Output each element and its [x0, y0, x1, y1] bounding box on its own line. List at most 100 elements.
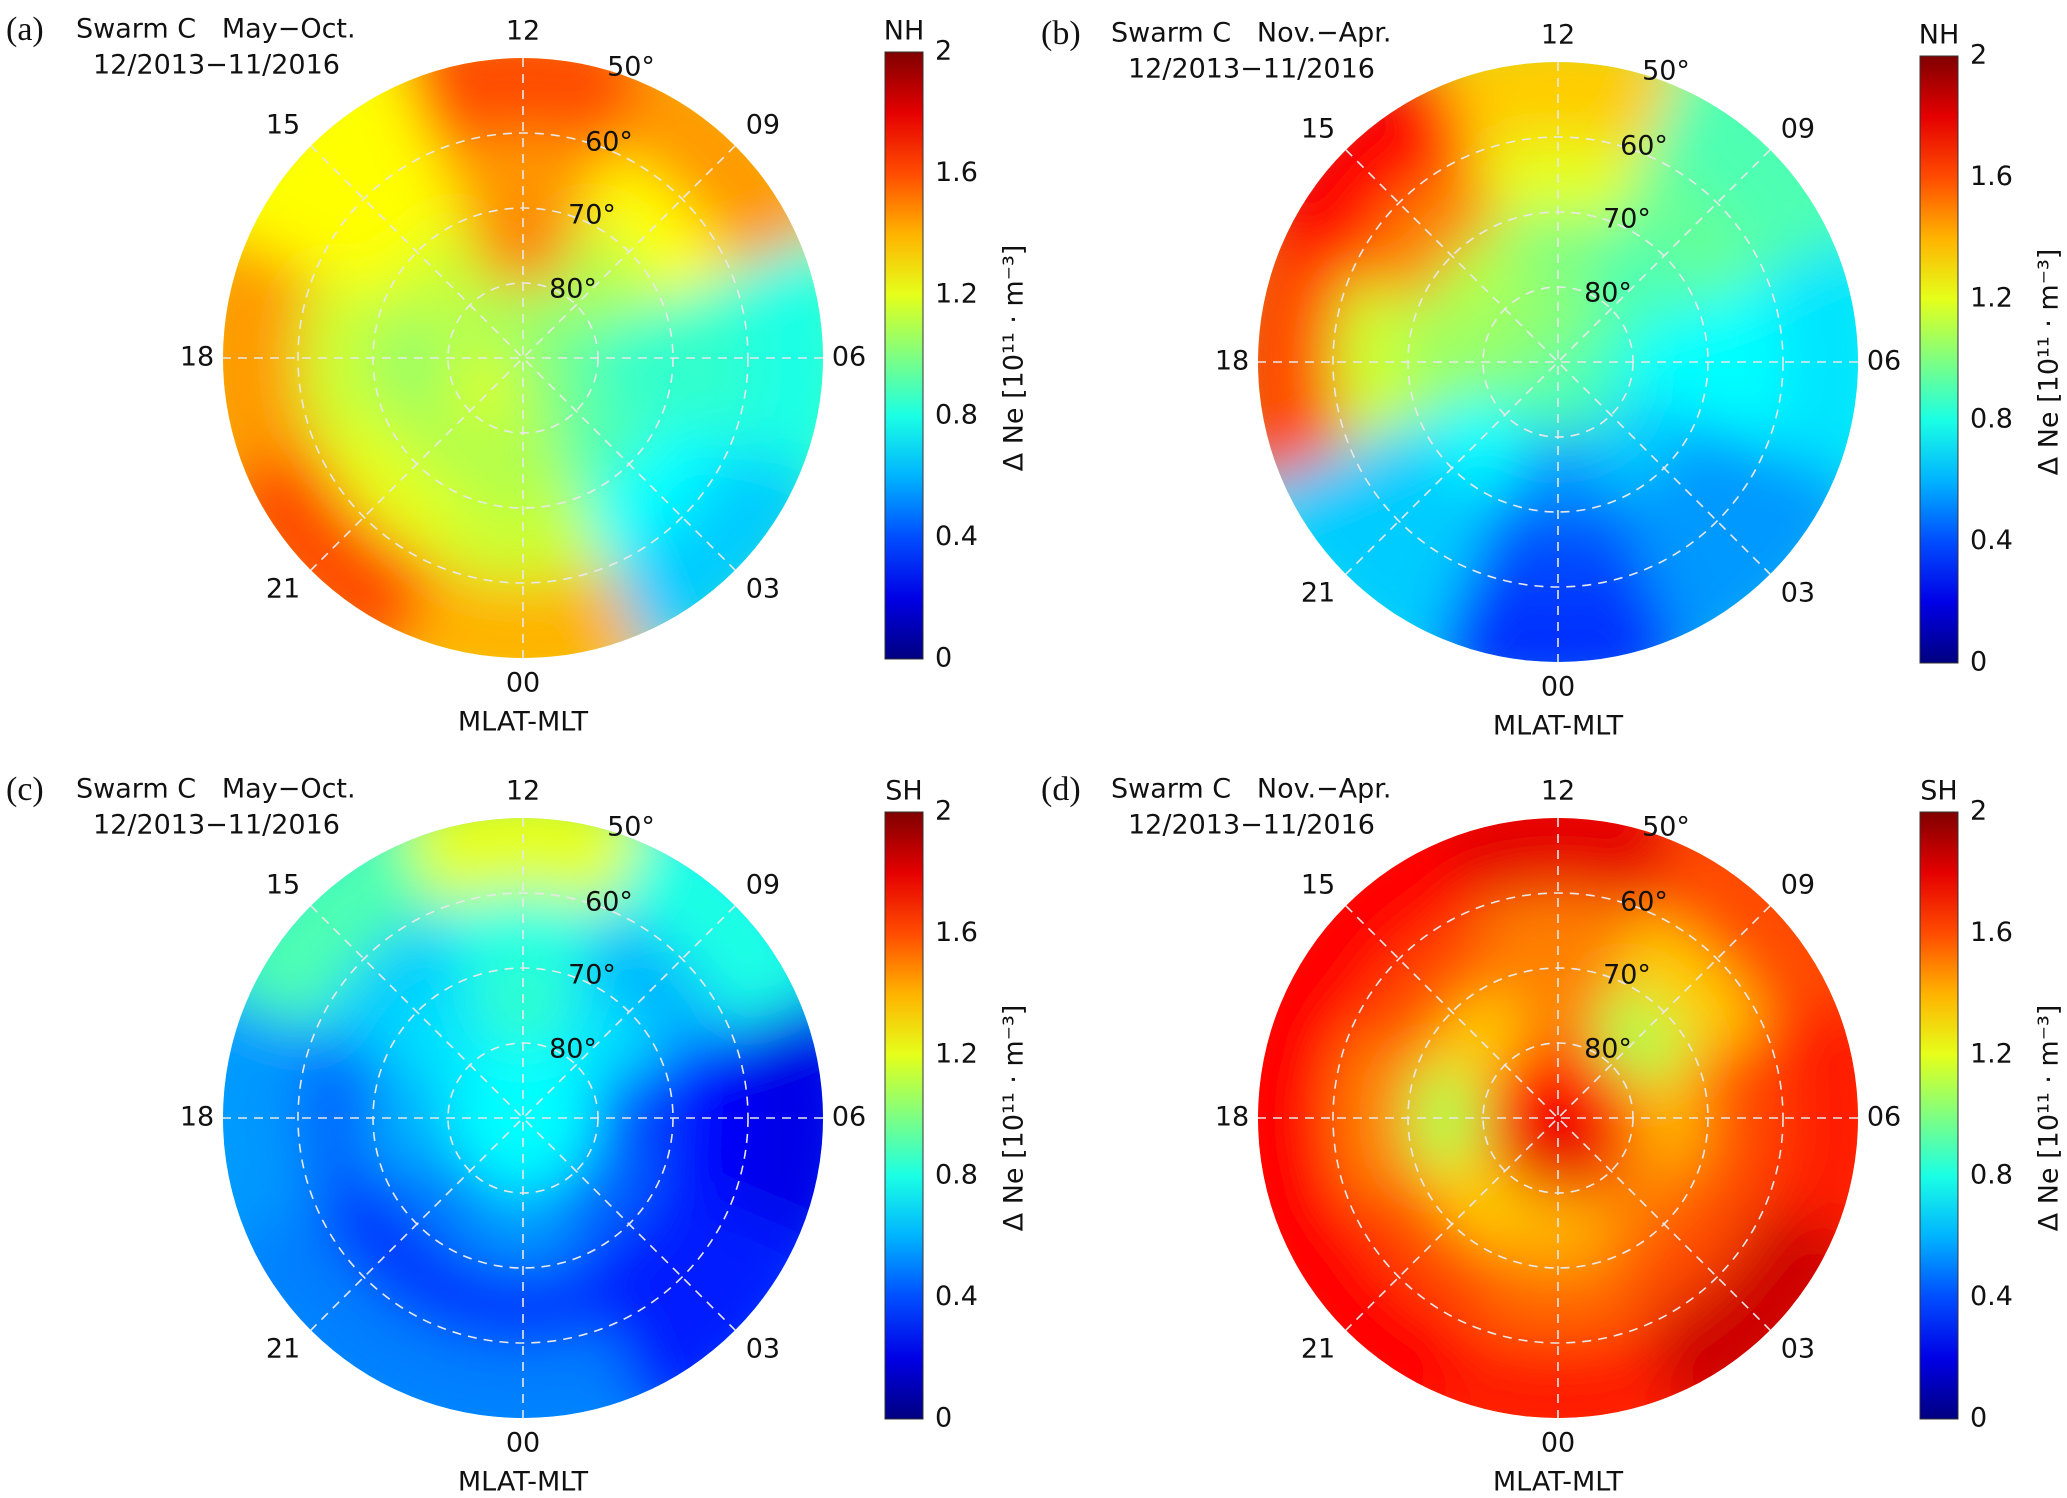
colorbar-tick-label: 1.6 — [1970, 161, 2013, 192]
panel-c: 00 03 06 09 12 15 18 21 50° 60° 70° 80° (c) Swarm C M… — [6, 771, 1030, 1498]
mlt-label-09: 09 — [1781, 870, 1815, 901]
colorbar-tick-label: 0.8 — [1970, 404, 2013, 435]
lat-label: 50° — [607, 812, 655, 843]
lat-label: 80° — [549, 274, 597, 305]
panel-title: Swarm C May−Oct. — [76, 14, 356, 45]
heatmap-cell — [1627, 1060, 1708, 1176]
heatmap-cell — [392, 818, 654, 911]
panel-title: Swarm C Nov.−Apr. — [1111, 774, 1392, 805]
mlt-label-12: 12 — [506, 16, 540, 47]
colorbar-tick-label: 2 — [935, 796, 952, 827]
lat-label: 60° — [585, 127, 633, 158]
panel-title: Swarm C May−Oct. — [76, 774, 356, 805]
heatmap-cell — [465, 1187, 581, 1269]
colorbar-tick-label: 1.6 — [1970, 917, 2013, 948]
colorbar-tick-label: 0.4 — [935, 1281, 978, 1312]
heatmap-cell — [465, 968, 581, 1049]
mlt-label-18: 18 — [180, 342, 214, 373]
colorbar-tick-label: 0 — [935, 1403, 952, 1434]
lat-label: 60° — [585, 887, 633, 918]
colorbar-tick-label: 0.4 — [1970, 1281, 2013, 1312]
mlt-label-18: 18 — [180, 1102, 214, 1133]
mlt-label-00: 00 — [1541, 1428, 1575, 1459]
panel-a: 00 03 06 09 12 15 18 21 50° 60° 70° 80° (a) Swarm C M… — [6, 11, 1030, 738]
panel-title: Swarm C Nov.−Apr. — [1111, 18, 1392, 49]
colorbar-label: Δ Ne [10¹¹ · m⁻³] — [2034, 1005, 2065, 1232]
lat-label: 50° — [1642, 56, 1690, 87]
heatmap-cell — [465, 427, 581, 508]
panel-tag: (b) — [1041, 15, 1081, 52]
mlt-label-15: 15 — [266, 110, 300, 141]
mlt-label-06: 06 — [1867, 346, 1901, 377]
colorbar-tick-label: 2 — [935, 36, 952, 67]
mlt-label-03: 03 — [1781, 577, 1815, 608]
mlt-gridline — [1345, 905, 1771, 1331]
mlt-label-15: 15 — [1301, 870, 1335, 901]
heatmap-cell — [1500, 1187, 1616, 1268]
heatmap-cell — [1427, 1325, 1689, 1418]
heatmap-cell — [223, 987, 316, 1249]
colorbar-tick-label: 1.2 — [935, 1038, 978, 1069]
mlt-gridline — [1345, 905, 1771, 1331]
panel-subtitle: 12/2013−11/2016 — [93, 810, 340, 841]
heatmap-cell — [1408, 304, 1489, 420]
hemisphere-label: SH — [1920, 776, 1957, 807]
mlt-label-21: 21 — [1301, 1333, 1335, 1364]
heatmap-cell — [1765, 231, 1858, 493]
mlt-label-12: 12 — [1541, 20, 1575, 51]
colorbar-tick-label: 2 — [1970, 40, 1987, 71]
colorbar-tick-label: 0.8 — [935, 1160, 978, 1191]
lat-label: 70° — [568, 200, 616, 231]
x-axis-label: MLAT-MLT — [458, 707, 589, 738]
lat-label: 70° — [1603, 204, 1651, 235]
mlt-gridline — [1345, 149, 1771, 575]
mlt-gridline — [310, 145, 736, 571]
colorbar-label: Δ Ne [10¹¹ · m⁻³] — [999, 1005, 1030, 1232]
panel-tag: (d) — [1041, 771, 1081, 808]
x-axis-label: MLAT-MLT — [458, 1467, 589, 1498]
colorbar-tick-label: 1.6 — [935, 917, 978, 948]
colorbar-label: Δ Ne [10¹¹ · m⁻³] — [2034, 249, 2065, 476]
mlt-gridline — [310, 905, 736, 1331]
heatmap-cell — [1427, 62, 1689, 155]
mlt-label-00: 00 — [506, 1428, 540, 1459]
lat-label: 80° — [1584, 1034, 1632, 1065]
mlt-label-12: 12 — [506, 776, 540, 807]
heatmap-cell — [1500, 212, 1616, 293]
x-axis-label: MLAT-MLT — [1493, 1467, 1624, 1498]
heatmap-cell — [373, 300, 454, 416]
colorbar — [884, 51, 924, 660]
heatmap-cell — [1500, 968, 1616, 1049]
heatmap-cell — [1408, 1060, 1489, 1176]
heatmap-cell — [392, 1325, 654, 1418]
panel-subtitle: 12/2013−11/2016 — [1128, 54, 1375, 85]
lat-gridline — [297, 132, 749, 584]
mlt-label-09: 09 — [746, 870, 780, 901]
colorbar-tick-label: 0 — [1970, 1403, 1987, 1434]
mlt-label-18: 18 — [1215, 346, 1249, 377]
mlt-gridline — [310, 145, 736, 571]
heatmap-cell — [1258, 987, 1351, 1249]
mlt-label-03: 03 — [746, 573, 780, 604]
mlt-label-09: 09 — [1781, 114, 1815, 145]
heatmap-cell — [465, 208, 581, 289]
heatmap-cell — [1427, 818, 1689, 911]
hemisphere-label: NH — [884, 16, 925, 47]
lat-label: 70° — [1603, 960, 1651, 991]
mlt-label-06: 06 — [832, 342, 866, 373]
heatmap-cells — [223, 818, 823, 1418]
colorbar — [1919, 55, 1959, 664]
lat-label: 60° — [1620, 131, 1668, 162]
heatmap-cell — [1427, 569, 1689, 662]
hemisphere-label: SH — [885, 776, 922, 807]
colorbar — [1919, 811, 1959, 1420]
mlt-label-06: 06 — [1867, 1102, 1901, 1133]
colorbar-tick-label: 1.2 — [935, 278, 978, 309]
heatmap-cell — [730, 227, 823, 489]
heatmap-cell — [592, 300, 673, 416]
mlt-label-21: 21 — [266, 573, 300, 604]
mlt-label-03: 03 — [746, 1333, 780, 1364]
lat-label: 50° — [607, 52, 655, 83]
panel-tag: (a) — [6, 11, 44, 48]
